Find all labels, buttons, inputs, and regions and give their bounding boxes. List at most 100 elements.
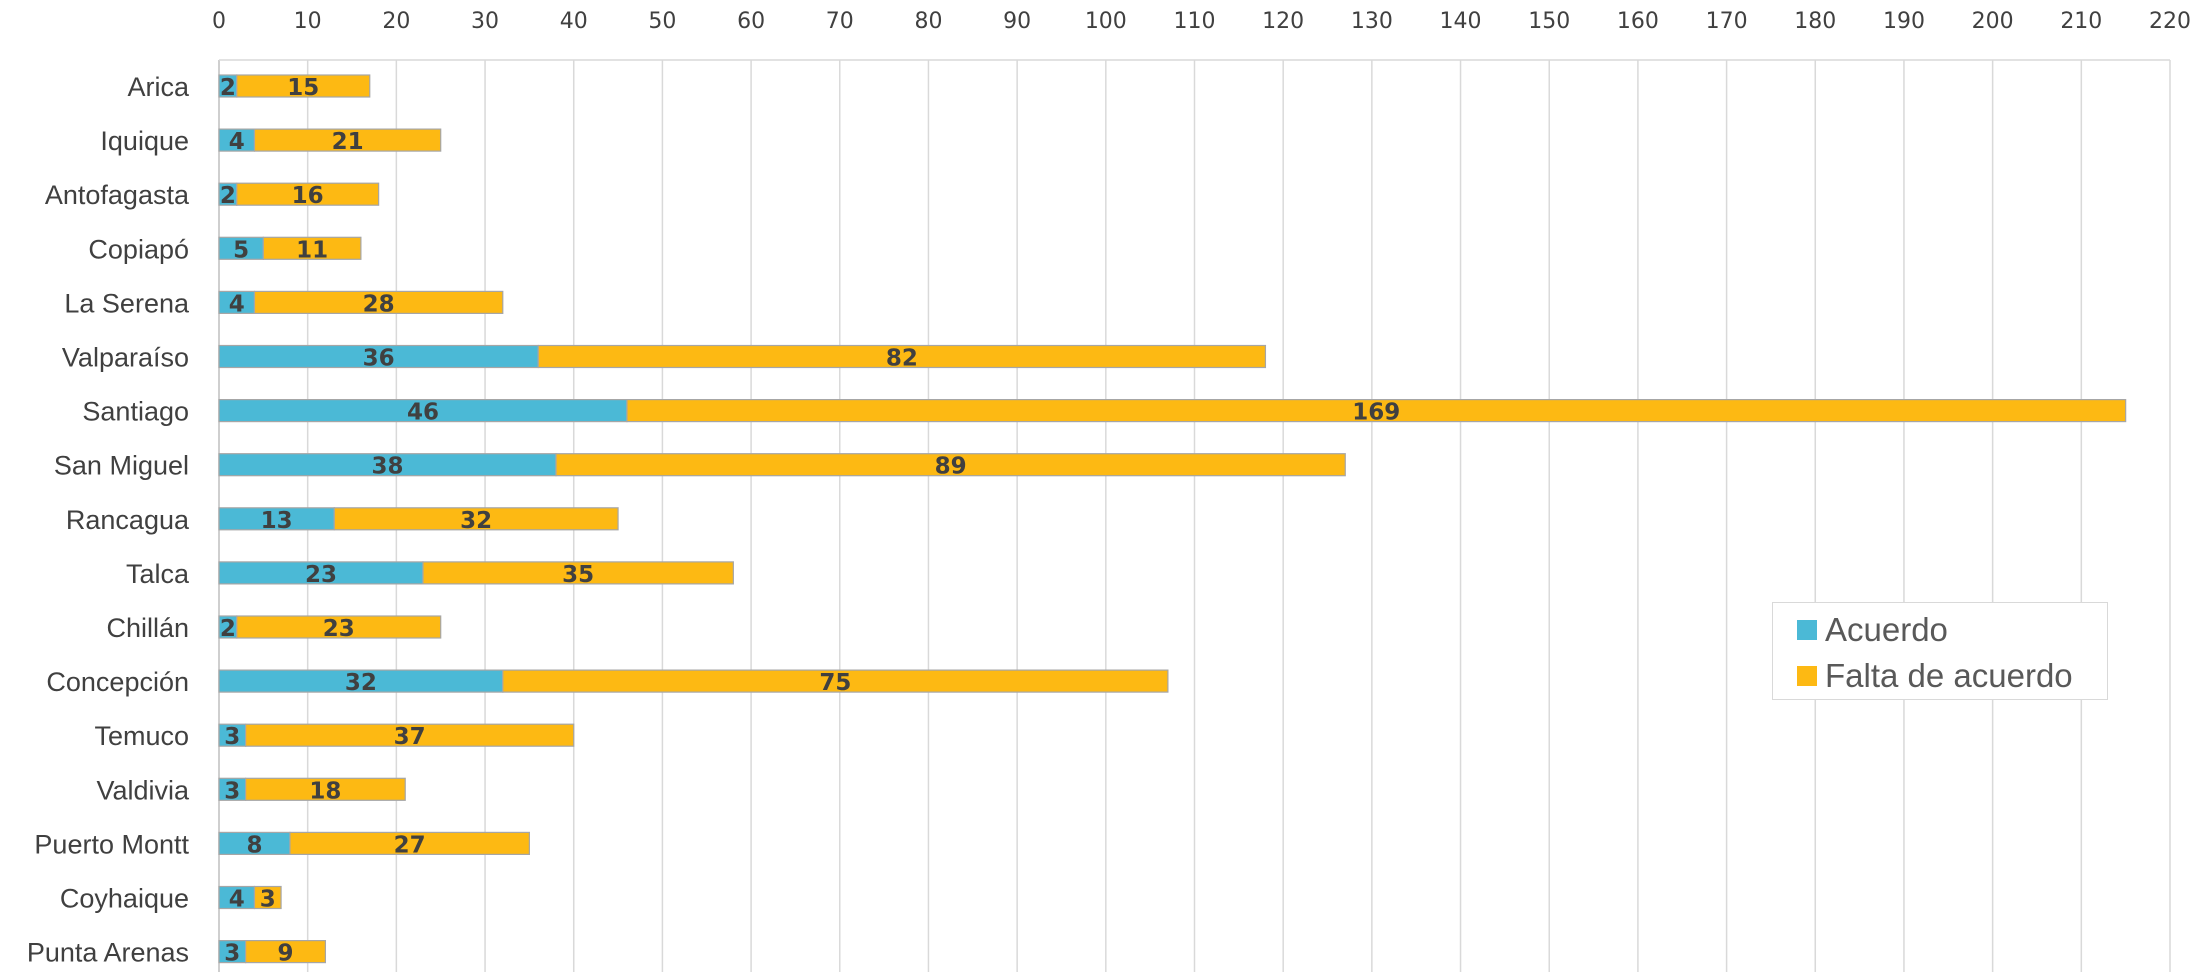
legend-item-falta-de-acuerdo: Falta de acuerdo: [1797, 653, 2107, 699]
data-label-falta-de-acuerdo-valdivia: 18: [309, 778, 341, 804]
x-axis-tick-labels: 0 10 20 30 40 50 60 70 80 90 100 110 120 130 140 150 160…: [212, 9, 2191, 34]
data-label-acuerdo-antofagasta: 2: [220, 183, 236, 209]
x-tick-label: 100: [1085, 9, 1127, 34]
category-label-concepcion: Concepción: [46, 667, 189, 697]
category-label-chillan: Chillán: [106, 613, 189, 643]
data-label-falta-de-acuerdo-temuco: 37: [394, 724, 426, 750]
bar-falta-de-acuerdo-concepcion: [502, 669, 1169, 693]
data-label-falta-de-acuerdo-iquique: 21: [332, 129, 364, 155]
x-tick-label: 120: [1262, 9, 1304, 34]
data-label-acuerdo-la-serena: 4: [229, 291, 245, 317]
data-label-falta-de-acuerdo-punta-arenas: 9: [278, 941, 294, 967]
data-label-falta-de-acuerdo-coyhaique: 3: [260, 887, 276, 913]
x-tick-label: 70: [826, 9, 854, 34]
category-label-arica: Arica: [127, 72, 189, 102]
x-tick-label: 80: [914, 9, 942, 34]
data-label-falta-de-acuerdo-arica: 15: [287, 75, 319, 101]
data-label-falta-de-acuerdo-copiapo: 11: [296, 237, 328, 263]
x-tick-label: 210: [2060, 9, 2102, 34]
data-label-falta-de-acuerdo-san-miguel: 89: [935, 454, 967, 480]
bar-falta-de-acuerdo-temuco: [245, 723, 575, 747]
category-label-la-serena: La Serena: [64, 288, 190, 318]
data-label-acuerdo-valdivia: 3: [224, 778, 240, 804]
data-label-acuerdo-coyhaique: 4: [229, 887, 245, 913]
bar-falta-de-acuerdo-coyhaique: [253, 885, 282, 910]
bar-falta-de-acuerdo-antofagasta: [236, 182, 380, 206]
x-tick-label: 200: [1972, 9, 2014, 34]
x-tick-label: 30: [471, 9, 499, 34]
category-label-iquique: Iquique: [100, 126, 189, 156]
data-label-acuerdo-copiapo: 5: [233, 237, 249, 263]
x-tick-label: 0: [212, 9, 226, 34]
x-tick-label: 140: [1440, 9, 1482, 34]
bar-falta-de-acuerdo-la-serena: [253, 290, 504, 314]
category-label-temuco: Temuco: [94, 721, 189, 751]
data-label-acuerdo-chillan: 2: [220, 616, 236, 642]
bar-falta-de-acuerdo-punta-arenas: [245, 939, 327, 964]
data-label-falta-de-acuerdo-chillan: 23: [323, 616, 355, 642]
bar-falta-de-acuerdo-puerto-montt: [289, 831, 530, 856]
category-label-antofagasta: Antofagasta: [45, 180, 190, 210]
bar-falta-de-acuerdo-san-miguel: [555, 453, 1346, 477]
x-tick-label: 110: [1174, 9, 1216, 34]
category-label-puerto-montt: Puerto Montt: [34, 829, 189, 859]
data-label-falta-de-acuerdo-valparaiso: 82: [886, 346, 918, 372]
data-label-acuerdo-puerto-montt: 8: [246, 832, 262, 858]
legend: Acuerdo Falta de acuerdo: [1772, 602, 2108, 700]
legend-item-acuerdo: Acuerdo: [1797, 607, 2107, 653]
data-label-acuerdo-arica: 2: [220, 75, 236, 101]
data-label-falta-de-acuerdo-santiago: 169: [1352, 400, 1400, 426]
x-tick-label: 90: [1003, 9, 1031, 34]
legend-label-falta-de-acuerdo: Falta de acuerdo: [1825, 657, 2073, 694]
data-label-acuerdo-san-miguel: 38: [371, 454, 403, 480]
category-label-valdivia: Valdivia: [96, 775, 190, 805]
category-label-punta-arenas: Punta Arenas: [27, 938, 189, 968]
data-label-falta-de-acuerdo-la-serena: 28: [363, 291, 395, 317]
x-tick-label: 220: [2149, 9, 2191, 34]
data-label-acuerdo-santiago: 46: [407, 400, 439, 426]
bar-falta-de-acuerdo-valdivia: [245, 777, 406, 801]
x-tick-label: 60: [737, 9, 765, 34]
bar-falta-de-acuerdo-copiapo: [262, 236, 362, 260]
x-tick-label: 160: [1617, 9, 1659, 34]
bar-falta-de-acuerdo-iquique: [253, 128, 442, 152]
data-label-acuerdo-talca: 23: [305, 562, 337, 588]
data-label-falta-de-acuerdo-talca: 35: [562, 562, 594, 588]
bar-falta-de-acuerdo-valparaiso: [537, 344, 1267, 369]
data-label-acuerdo-valparaiso: 36: [363, 346, 395, 372]
x-tick-label: 170: [1706, 9, 1748, 34]
x-tick-label: 150: [1528, 9, 1570, 34]
data-label-acuerdo-punta-arenas: 3: [224, 941, 240, 967]
category-label-talca: Talca: [126, 559, 190, 589]
bar-falta-de-acuerdo-santiago: [626, 399, 2127, 423]
data-label-falta-de-acuerdo-puerto-montt: 27: [394, 832, 426, 858]
x-tick-label: 190: [1883, 9, 1925, 34]
bar-falta-de-acuerdo-talca: [422, 561, 734, 585]
x-tick-label: 180: [1794, 9, 1836, 34]
x-tick-label: 10: [294, 9, 322, 34]
x-tick-label: 20: [382, 9, 410, 34]
data-label-acuerdo-concepcion: 32: [345, 670, 377, 696]
legend-swatch-acuerdo: [1797, 620, 1817, 640]
data-label-falta-de-acuerdo-rancagua: 32: [460, 508, 492, 534]
category-label-santiago: Santiago: [82, 397, 189, 427]
data-label-falta-de-acuerdo-concepcion: 75: [819, 670, 851, 696]
data-label-acuerdo-iquique: 4: [229, 129, 245, 155]
x-tick-label: 40: [560, 9, 588, 34]
legend-swatch-falta-de-acuerdo: [1797, 666, 1817, 686]
gridlines: [218, 59, 2171, 972]
x-tick-label: 130: [1351, 9, 1393, 34]
category-label-copiapo: Copiapó: [88, 234, 189, 264]
bar-falta-de-acuerdo-chillan: [236, 615, 442, 639]
category-label-valparaiso: Valparaíso: [62, 343, 189, 373]
category-label-coyhaique: Coyhaique: [60, 884, 189, 914]
category-labels: Arica Iquique Antofagasta Copiapó La Serena V…: [27, 72, 190, 968]
legend-label-acuerdo: Acuerdo: [1825, 611, 1948, 648]
data-label-falta-de-acuerdo-antofagasta: 16: [292, 183, 324, 209]
bar-falta-de-acuerdo-arica: [236, 74, 371, 98]
bar-falta-de-acuerdo-rancagua: [333, 507, 619, 531]
category-label-san-miguel: San Miguel: [54, 451, 189, 481]
data-label-acuerdo-rancagua: 13: [261, 508, 293, 534]
bars: [218, 74, 2127, 964]
